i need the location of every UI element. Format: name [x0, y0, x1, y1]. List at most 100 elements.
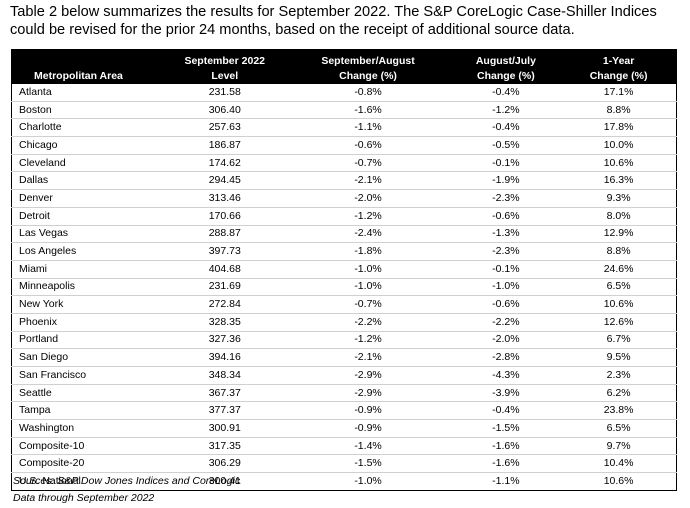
cell-level: 327.36 [172, 331, 298, 350]
cell-aug-jul-change: -2.3% [438, 242, 562, 261]
header-metropolitan-area: Metropolitan Area [12, 50, 173, 85]
cell-area: Detroit [11, 207, 173, 226]
cell-aug-jul-change: -0.6% [438, 295, 562, 314]
cell-aug-jul-change: -1.9% [438, 171, 562, 191]
cell-area: Boston [11, 101, 173, 120]
cell-level: 294.45 [172, 171, 298, 191]
cell-aug-jul-change: -4.3% [438, 366, 562, 385]
cell-level: 174.62 [172, 154, 298, 173]
cell-level: 231.69 [172, 278, 298, 297]
header-sep-aug-line1: September/August [321, 55, 415, 67]
table-row: Dallas 294.45 -2.1% -1.9% 16.3% [11, 171, 677, 191]
cell-one-year-change: 23.8% [561, 401, 677, 421]
table-header: Metropolitan Area September 2022 Level S… [11, 49, 677, 85]
cell-area: U.S. National [19, 474, 81, 487]
cell-level: 306.40 [172, 101, 298, 120]
cell-one-year-change: 6.2% [561, 384, 677, 403]
cell-level: 300.41 [208, 474, 241, 487]
cell-sep-aug-change: -1.0% [354, 474, 382, 487]
cell-level: 231.58 [172, 84, 298, 102]
cell-sep-aug-change: -1.0% [297, 260, 439, 279]
cell-area: Portland [11, 331, 173, 350]
cell-one-year-change: 10.6% [561, 295, 677, 314]
footnotes: Sources: S&P Dow Jones Indices and CoreL… [13, 473, 240, 507]
cell-aug-jul-change: -0.4% [438, 401, 562, 421]
cell-one-year-change: 8.8% [561, 101, 677, 120]
cell-level: 377.37 [172, 401, 298, 421]
cell-sep-aug-change: -1.8% [297, 242, 439, 261]
cell-one-year-change: 17.1% [561, 84, 677, 102]
cell-one-year-change: 24.6% [561, 260, 677, 279]
table-row: Los Angeles 397.73 -1.8% -2.3% 8.8% [11, 242, 677, 261]
table-row: Portland 327.36 -1.2% -2.0% 6.7% [11, 331, 677, 350]
cell-aug-jul-change: -2.3% [438, 189, 562, 208]
cell-one-year-change: 10.6% [603, 474, 634, 487]
cell-level: 288.87 [172, 225, 298, 244]
cell-area: Charlotte [11, 118, 173, 138]
table-row: Cleveland 174.62 -0.7% -0.1% 10.6% [11, 154, 677, 173]
header-one-year-line2: Change (%) [589, 70, 648, 82]
cell-level: 367.37 [172, 384, 298, 403]
cell-aug-jul-change: -1.0% [438, 278, 562, 297]
cell-sep-aug-change: -1.0% [297, 278, 439, 297]
results-table: Metropolitan Area September 2022 Level S… [11, 49, 677, 491]
cell-area: Minneapolis [11, 278, 173, 297]
header-one-year: 1-Year Change (%) [561, 50, 676, 85]
table-row: Phoenix 328.35 -2.2% -2.2% 12.6% [11, 313, 677, 332]
cell-area: New York [11, 295, 173, 314]
header-sep-aug: September/August Change (%) [297, 50, 438, 85]
header-sep-aug-line2: Change (%) [339, 70, 397, 82]
cell-sep-aug-change: -2.4% [297, 225, 439, 244]
cell-aug-jul-change: -1.3% [438, 225, 562, 244]
cell-level: 328.35 [172, 313, 298, 332]
cell-one-year-change: 2.3% [561, 366, 677, 385]
cell-level: 348.34 [172, 366, 298, 385]
table-row: U.S. National 300.41 -1.0% -1.1% 10.6% [12, 473, 677, 491]
cell-sep-aug-change: -0.9% [297, 419, 439, 438]
cell-aug-jul-change: -0.5% [438, 136, 562, 155]
table-row: Atlanta 231.58 -0.8% -0.4% 17.1% [11, 84, 677, 102]
cell-sep-aug-change: -1.6% [297, 101, 439, 120]
cell-level: 394.16 [172, 348, 298, 367]
table-row: New York 272.84 -0.7% -0.6% 10.6% [11, 295, 677, 314]
cell-one-year-change: 8.8% [561, 242, 677, 261]
table-row: Boston 306.40 -1.6% -1.2% 8.8% [11, 101, 677, 120]
cell-aug-jul-change: -3.9% [438, 384, 562, 403]
cell-one-year-change: 6.7% [561, 331, 677, 350]
cell-area: Atlanta [11, 84, 173, 102]
cell-one-year-change: 16.3% [561, 171, 677, 191]
cell-aug-jul-change: -2.2% [438, 313, 562, 332]
cell-sep-aug-change: -0.6% [297, 136, 439, 155]
cell-aug-jul-change: -2.0% [438, 331, 562, 350]
cell-sep-aug-change: -1.5% [297, 454, 439, 474]
cell-area: Dallas [11, 171, 173, 191]
cell-sep-aug-change: -2.1% [297, 171, 439, 191]
header-level-line1: September 2022 [184, 55, 266, 67]
cell-aug-jul-change: -1.6% [438, 454, 562, 474]
cell-area: Washington [11, 419, 173, 438]
cell-aug-jul-change: -0.1% [438, 260, 562, 279]
cell-sep-aug-change: -2.9% [297, 384, 439, 403]
cell-aug-jul-change: -0.4% [438, 84, 562, 102]
cell-level: 404.68 [172, 260, 298, 279]
data-through-note: Data through September 2022 [13, 492, 155, 504]
cell-aug-jul-change: -2.8% [438, 348, 562, 367]
cell-area: Composite-20 [11, 454, 173, 474]
cell-area: Composite-10 [11, 437, 173, 456]
header-aug-jul-line2: Change (%) [477, 70, 535, 82]
cell-one-year-change: 6.5% [561, 419, 677, 438]
cell-one-year-change: 10.4% [561, 454, 677, 474]
table-row: Detroit 170.66 -1.2% -0.6% 8.0% [11, 207, 677, 226]
table-row: Chicago 186.87 -0.6% -0.5% 10.0% [11, 136, 677, 155]
cell-level: 317.35 [172, 437, 298, 456]
table-row: Tampa 377.37 -0.9% -0.4% 23.8% [11, 401, 677, 421]
intro-text: Table 2 below summarizes the results for… [10, 4, 657, 38]
header-row: Metropolitan Area September 2022 Level S… [11, 49, 677, 85]
cell-level: 397.73 [172, 242, 298, 261]
cell-area: Cleveland [11, 154, 173, 173]
cell-level: 257.63 [172, 118, 298, 138]
header-one-year-line1: 1-Year [602, 55, 635, 67]
cell-aug-jul-change: -0.6% [438, 207, 562, 226]
cell-area: San Diego [11, 348, 173, 367]
table-row: Composite-10 317.35 -1.4% -1.6% 9.7% [11, 437, 677, 456]
